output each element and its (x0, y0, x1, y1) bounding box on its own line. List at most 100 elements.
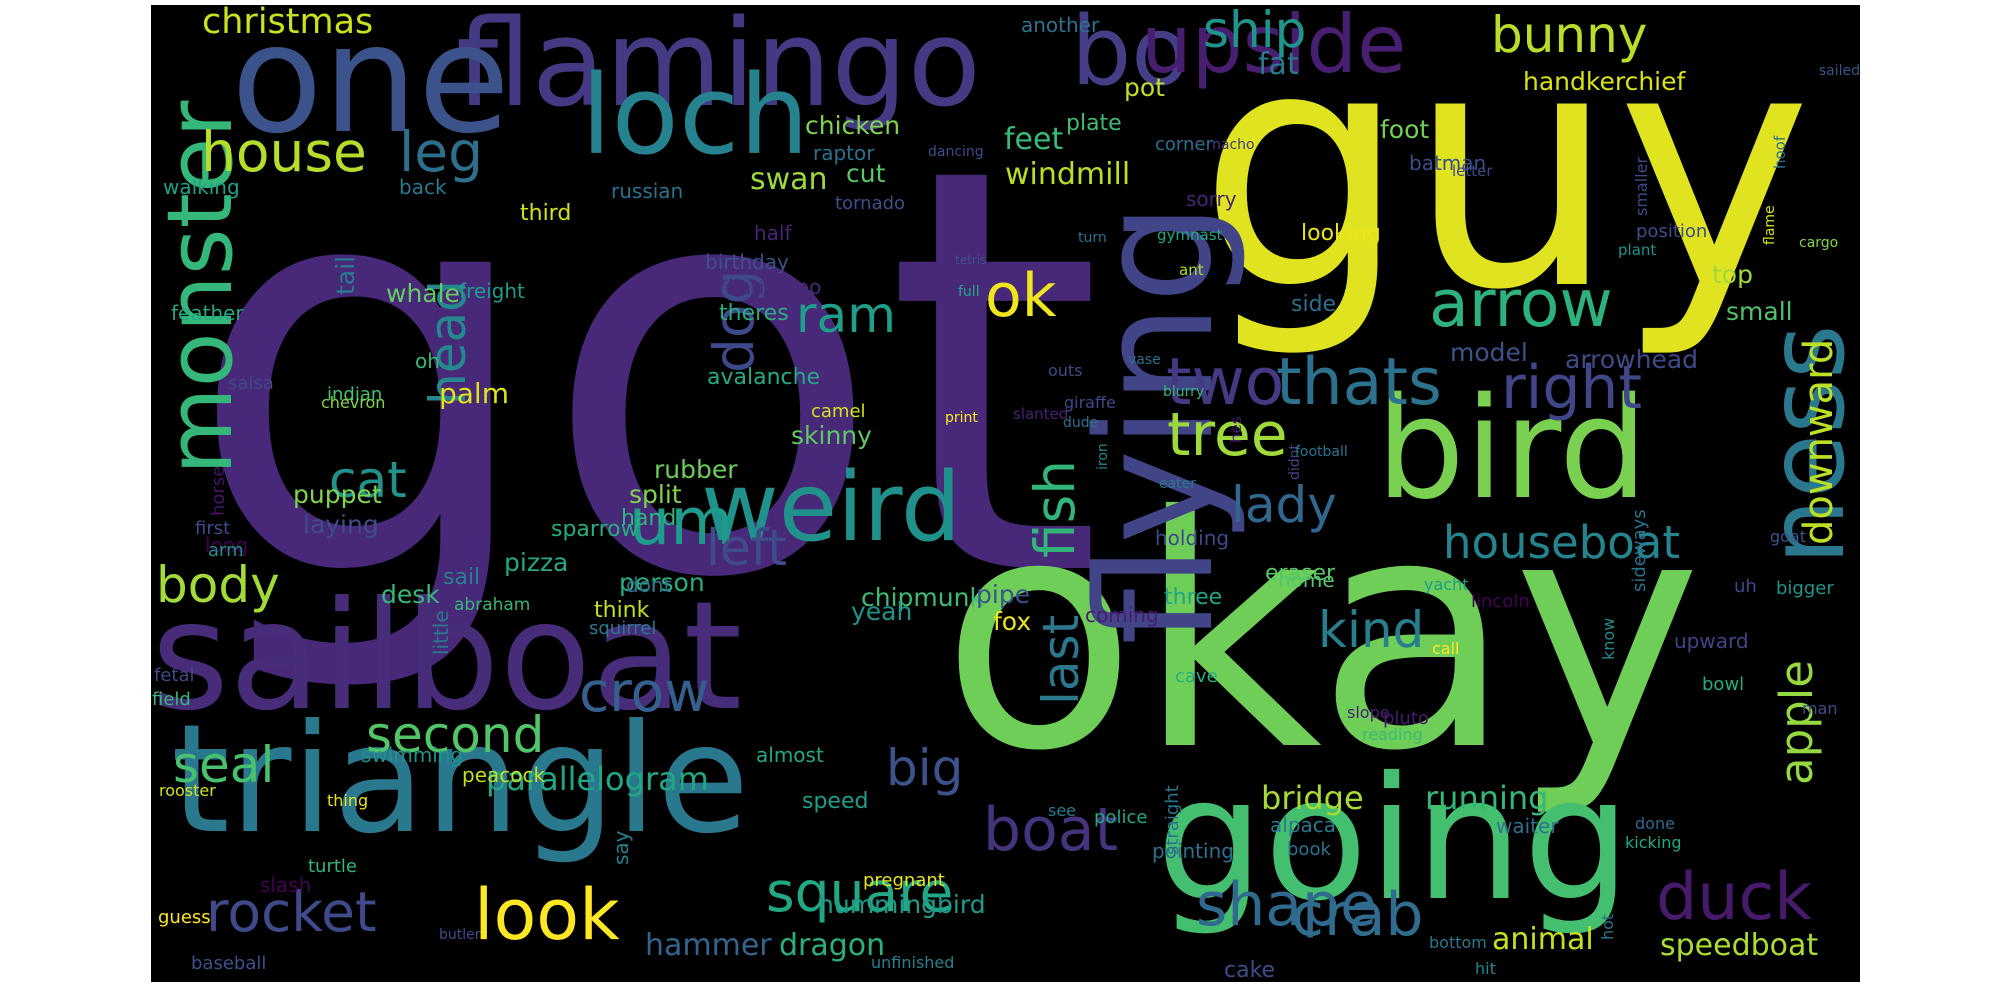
word-cloud-word: slanted (1013, 405, 1069, 423)
word-cloud-word: last (1032, 614, 1090, 705)
word-cloud-word: chipmunk (861, 583, 984, 612)
word-cloud-word: hot (1598, 913, 1617, 940)
word-cloud-word: eraser (1265, 561, 1336, 586)
word-cloud-word: walking (163, 175, 240, 199)
word-cloud-word: animal (1492, 922, 1594, 957)
word-cloud-word: kicking (1625, 833, 1682, 852)
word-cloud-word: foot (1380, 115, 1430, 144)
word-cloud-word: seal (173, 736, 275, 794)
word-cloud-word: apple (1770, 660, 1823, 785)
word-cloud-word: whale (386, 279, 460, 308)
word-cloud-word: man (1802, 699, 1838, 718)
word-cloud-word: oh (415, 349, 440, 373)
word-cloud-word: ok (985, 261, 1057, 331)
word-cloud-word: palm (439, 377, 509, 410)
word-cloud-word: print (945, 410, 978, 426)
word-cloud-word: eater (1159, 476, 1197, 492)
word-cloud-word: hit (1475, 959, 1496, 978)
word-cloud-word: looking (1301, 221, 1381, 246)
word-cloud-word: turn (1078, 230, 1107, 246)
word-cloud-word: unfinished (871, 953, 955, 972)
word-cloud-word: arrowhead (1565, 345, 1699, 374)
word-cloud-word: cake (1224, 958, 1276, 982)
word-cloud-word: avalanche (707, 365, 821, 390)
word-cloud-word: tree (1167, 400, 1288, 470)
word-cloud-word: big (886, 739, 964, 797)
word-cloud-word: pot (1124, 73, 1165, 102)
word-cloud-word: see (1048, 801, 1077, 820)
word-cloud-word: horse (208, 465, 229, 516)
word-cloud-word: crow (579, 660, 710, 724)
word-cloud-word: tornado (835, 193, 906, 214)
word-cloud-word: chevron (321, 393, 386, 412)
word-cloud-word: small (1726, 297, 1793, 326)
word-cloud-word: reading (1362, 725, 1423, 744)
word-cloud-word: rocket (206, 880, 377, 944)
word-cloud-word: cut (846, 159, 886, 188)
word-cloud-word: long (205, 533, 249, 557)
word-cloud-word: house (201, 120, 367, 184)
word-cloud-word: gymnast (1157, 226, 1223, 244)
word-cloud-word: person (619, 568, 705, 597)
word-cloud-word: turtle (308, 856, 357, 877)
word-cloud-word: iron (1095, 443, 1111, 470)
word-cloud-word: pizza (504, 548, 569, 577)
word-cloud-word: salsa (228, 373, 274, 394)
word-cloud-word: sailboat (151, 570, 743, 744)
word-cloud-word: hoof (1771, 135, 1789, 169)
word-cloud-word: back (399, 175, 447, 199)
word-cloud-word: police (1094, 807, 1148, 828)
word-cloud-word: side (1291, 292, 1337, 317)
word-cloud-word: slope (1347, 703, 1390, 722)
word-cloud-word: birthday (705, 250, 789, 274)
word-cloud-word: plate (1066, 111, 1122, 136)
word-cloud-word: field (152, 689, 191, 710)
word-cloud-word: look (474, 874, 620, 956)
word-cloud-word: dont (626, 573, 672, 597)
word-cloud-word: bowl (1702, 674, 1745, 695)
word-cloud-word: lady (1231, 476, 1337, 534)
word-cloud-word: second (366, 706, 545, 764)
word-cloud-word: another (1021, 13, 1100, 37)
word-cloud-word: fat (1258, 47, 1299, 82)
word-cloud-word: rubber (654, 455, 738, 484)
word-cloud-word: letter (1452, 162, 1493, 180)
word-cloud-word: arm (208, 540, 244, 561)
word-cloud-word: fish (1023, 459, 1087, 558)
word-cloud-word: slash (260, 873, 312, 897)
word-cloud-word: leg (399, 120, 484, 184)
word-cloud-word: tail (331, 255, 360, 295)
word-cloud-word: theres (719, 301, 789, 326)
word-cloud-word: fetal (154, 665, 195, 686)
word-cloud-word: upward (1674, 629, 1749, 653)
word-cloud-word: dragon (779, 928, 886, 963)
word-cloud-word: hummingbird (818, 890, 986, 919)
word-cloud-word: alpaca (1270, 813, 1337, 837)
word-cloud-word: houseboat (1443, 516, 1681, 569)
word-cloud-word: speed (802, 789, 869, 814)
word-cloud-word: one (231, 5, 511, 167)
word-cloud-word: guess (158, 907, 211, 928)
word-cloud-word: dancing (928, 144, 984, 160)
word-cloud-word: pregnant (863, 870, 945, 891)
word-cloud-word: sorry (1186, 187, 1237, 211)
word-cloud-word: goat (1770, 527, 1807, 546)
word-cloud-word: bigger (1776, 578, 1834, 599)
word-cloud-word: running (1425, 779, 1549, 817)
word-cloud-word: right (1501, 353, 1642, 423)
word-cloud-word: sailed (1818, 63, 1860, 79)
word-cloud-word: feet (1004, 122, 1064, 157)
word-cloud-word: cave (1175, 666, 1218, 687)
word-cloud-word: weird (701, 453, 962, 563)
word-cloud-word: swan (750, 162, 828, 197)
word-cloud-word: hand (621, 506, 677, 531)
word-cloud-word: football (1295, 444, 1348, 460)
word-cloud-word: straight (1162, 785, 1183, 855)
word-cloud-word: yeah (851, 597, 913, 626)
word-cloud-word: kangaroo (728, 275, 822, 299)
word-cloud-word: crab (1291, 880, 1424, 950)
word-cloud-word: rooster (159, 781, 216, 800)
word-cloud-word: coming (1085, 603, 1159, 627)
word-cloud-word: thats (1276, 345, 1442, 420)
word-cloud-word: bottom (1429, 933, 1487, 952)
